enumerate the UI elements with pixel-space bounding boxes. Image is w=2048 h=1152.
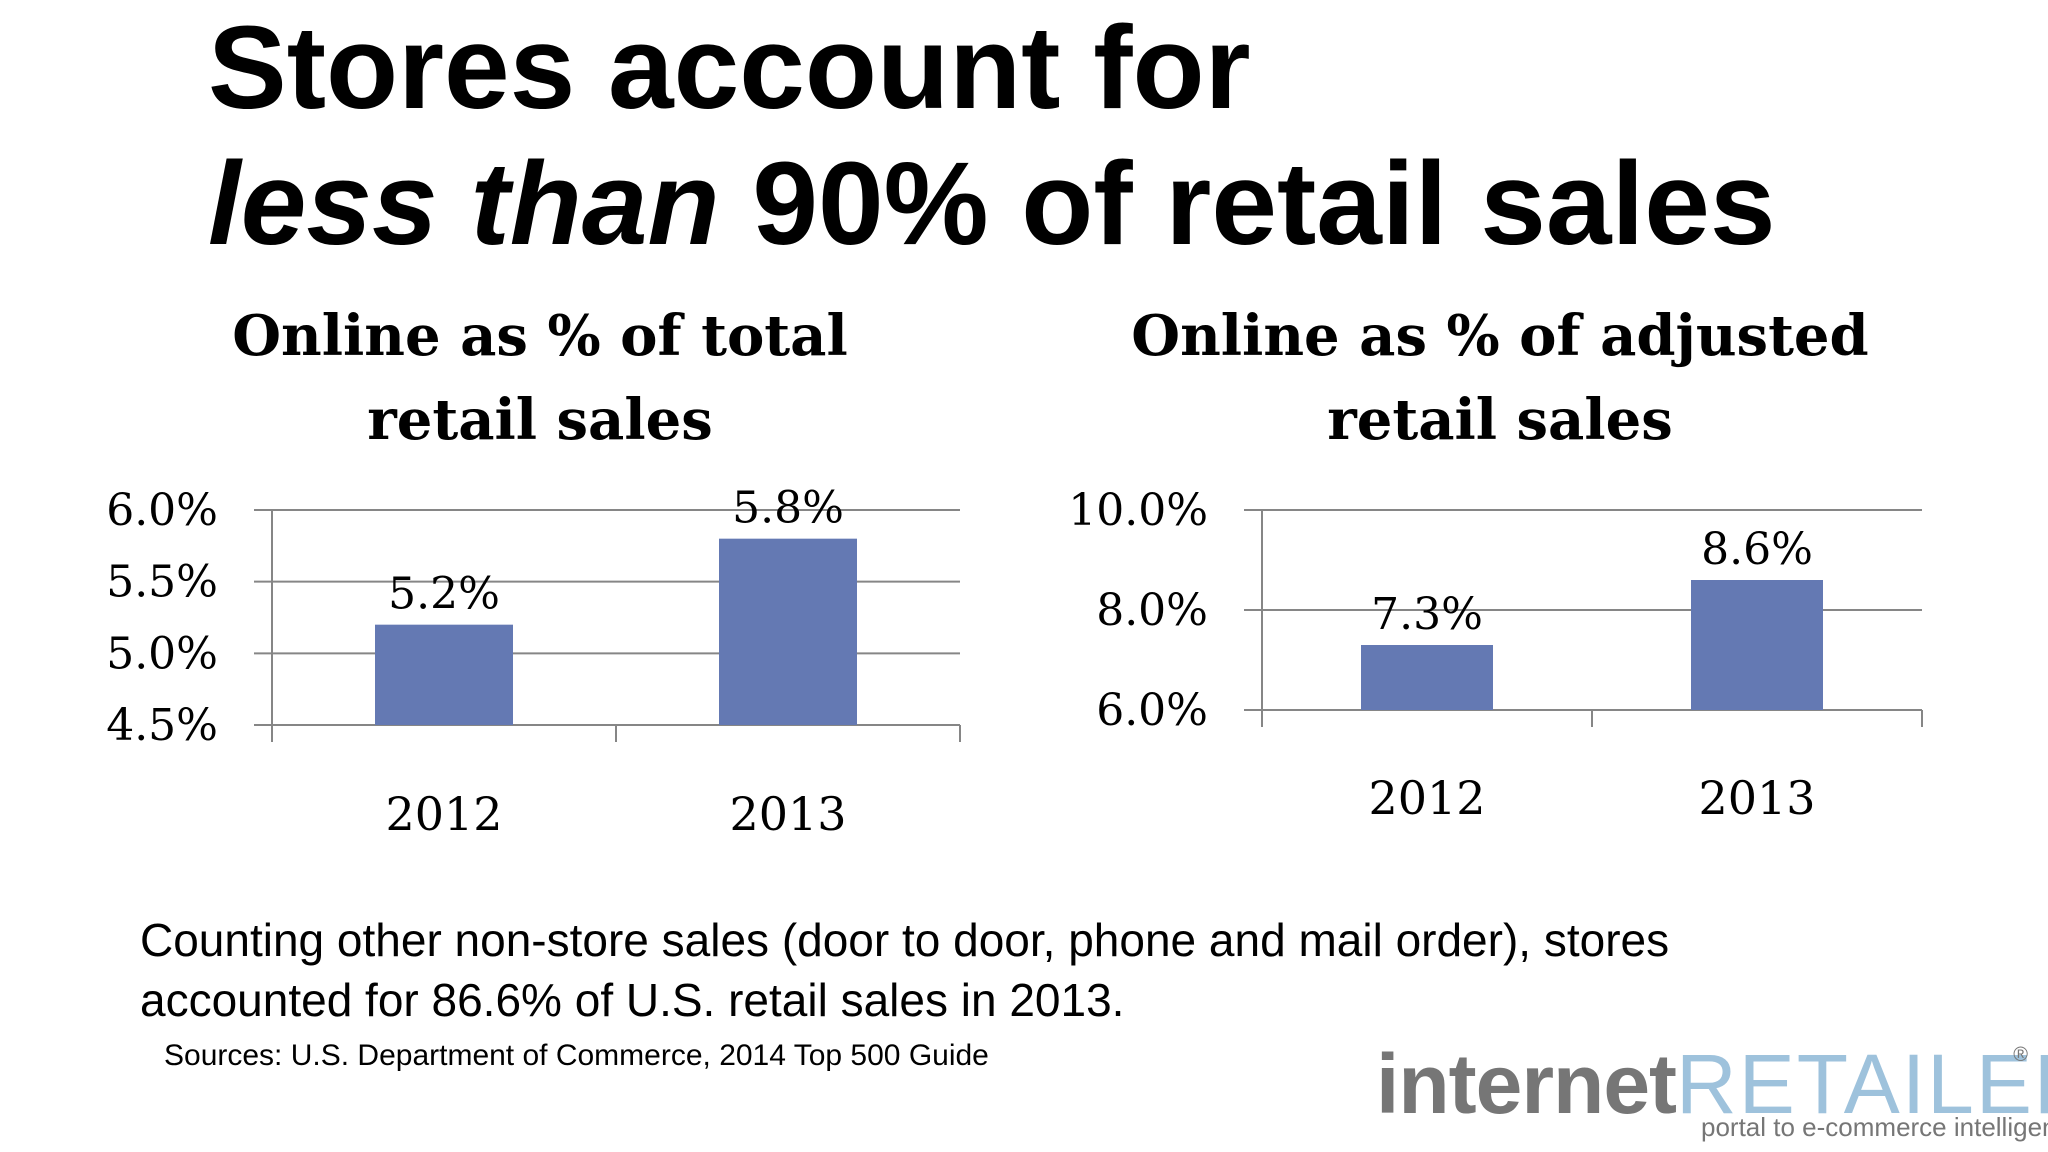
chart-title-total: Online as % of total retail sales: [180, 294, 900, 462]
y-tick-label-total-3: 6.0%: [106, 485, 218, 536]
data-label-adjusted-2013: 8.6%: [1701, 524, 1813, 575]
data-label-adjusted-2012: 7.3%: [1371, 589, 1483, 640]
registered-mark: ®: [2013, 1044, 2028, 1066]
y-tick-label-adjusted-2: 10.0%: [1068, 485, 1208, 536]
headline-emphasis: less than: [208, 138, 720, 270]
chart-title-total-line-1: Online as % of total: [232, 303, 848, 369]
logo-wordmark: internetRETAILER: [1376, 1036, 2048, 1132]
sources-citation: Sources: U.S. Department of Commerce, 20…: [164, 1039, 989, 1072]
y-tick-label-adjusted-1: 8.0%: [1096, 585, 1208, 636]
headline-line-1: Stores account for: [208, 2, 1251, 134]
y-tick-label-adjusted-0: 6.0%: [1096, 685, 1208, 736]
y-tick-label-total-2: 5.5%: [106, 557, 218, 608]
x-category-label-adjusted-2012: 2012: [1368, 771, 1485, 825]
headline: Stores account for less than 90% of reta…: [208, 0, 1776, 272]
logo-tagline: portal to e-commerce intelligence: [1701, 1112, 2048, 1142]
logo-internet-text: internet: [1376, 1037, 1677, 1131]
data-label-total-2012: 5.2%: [388, 569, 500, 620]
footnote-line-1: Counting other non-store sales (door to …: [140, 914, 1670, 966]
chart-title-adjusted-line-1: Online as % of adjusted: [1131, 303, 1869, 369]
chart-title-adjusted: Online as % of adjusted retail sales: [1105, 294, 1895, 462]
logo-retailer-text: RETAILER: [1676, 1037, 2048, 1131]
bar-total-2012: [375, 624, 513, 725]
y-tick-label-total-0: 4.5%: [106, 700, 218, 751]
internet-retailer-logo: internetRETAILER ® portal to e-commerce …: [1376, 1036, 2048, 1146]
data-label-total-2013: 5.8%: [732, 483, 844, 534]
headline-line-2: less than 90% of retail sales: [208, 136, 1776, 272]
bar-total-2013: [719, 538, 857, 725]
x-category-label-total-2012: 2012: [385, 787, 502, 841]
headline-line-2-rest: 90% of retail sales: [719, 138, 1776, 270]
chart-title-total-line-2: retail sales: [367, 387, 713, 453]
footnote-line-2: accounted for 86.6% of U.S. retail sales…: [140, 974, 1125, 1026]
x-category-label-adjusted-2013: 2013: [1698, 771, 1815, 825]
x-category-label-total-2013: 2013: [729, 787, 846, 841]
footnote: Counting other non-store sales (door to …: [140, 910, 1940, 1030]
y-tick-label-total-1: 5.0%: [106, 628, 218, 679]
chart-title-adjusted-line-2: retail sales: [1327, 387, 1673, 453]
bar-adjusted-2012: [1361, 645, 1493, 710]
bar-adjusted-2013: [1691, 580, 1823, 710]
